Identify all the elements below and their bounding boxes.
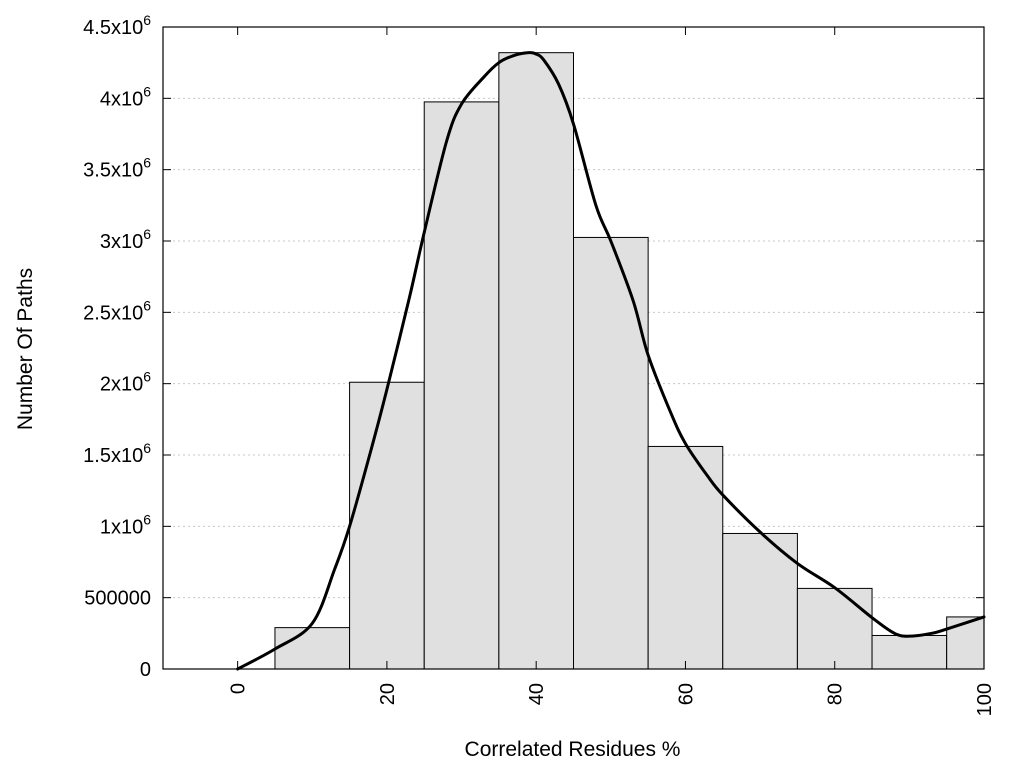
- y-tick-label-4: 2x106: [100, 369, 151, 396]
- y-tick-label-1: 500000: [84, 588, 151, 610]
- y-tick-label-5: 2.5x106: [83, 297, 151, 324]
- x-tick-label-5: 100: [974, 683, 996, 716]
- histogram-bar-3: [498, 52, 575, 670]
- histogram-bar-9: [946, 616, 985, 670]
- density-curve: [236, 51, 986, 671]
- histogram-bar-0: [274, 627, 351, 670]
- histogram-bar-1: [349, 381, 425, 670]
- plot-frame: [162, 26, 985, 670]
- histogram-bar-8: [871, 634, 948, 670]
- y-tick-label-7: 3.5x106: [83, 155, 151, 182]
- x-axis-title: Correlated Residues %: [465, 738, 681, 761]
- histogram-bar-7: [796, 587, 873, 670]
- x-tick-label-3: 60: [675, 683, 697, 705]
- y-tick-label-6: 3x106: [100, 226, 151, 253]
- x-tick-label-1: 20: [377, 683, 399, 705]
- y-tick-label-0: 0: [140, 659, 151, 681]
- y-axis-title: Number Of Paths: [14, 268, 37, 430]
- y-tick-label-2: 1x106: [100, 511, 151, 538]
- histogram-bars: [274, 52, 985, 670]
- x-tick-label-0: 0: [228, 683, 250, 694]
- x-tick-label-4: 80: [825, 683, 847, 705]
- x-tick-label-2: 40: [526, 683, 548, 705]
- y-tick-label-8: 4x106: [100, 83, 151, 110]
- x-axis-ticks: 0 20 40 60 80 100: [228, 27, 996, 716]
- y-axis-ticks: 0 500000 1x106 1.5x106 2x106 2.5x106 3x106 3.5x…: [83, 12, 984, 681]
- y-tick-label-9: 4.5x106: [83, 12, 151, 39]
- histogram-bar-4: [573, 236, 649, 670]
- y-tick-label-3: 1.5x106: [83, 440, 151, 467]
